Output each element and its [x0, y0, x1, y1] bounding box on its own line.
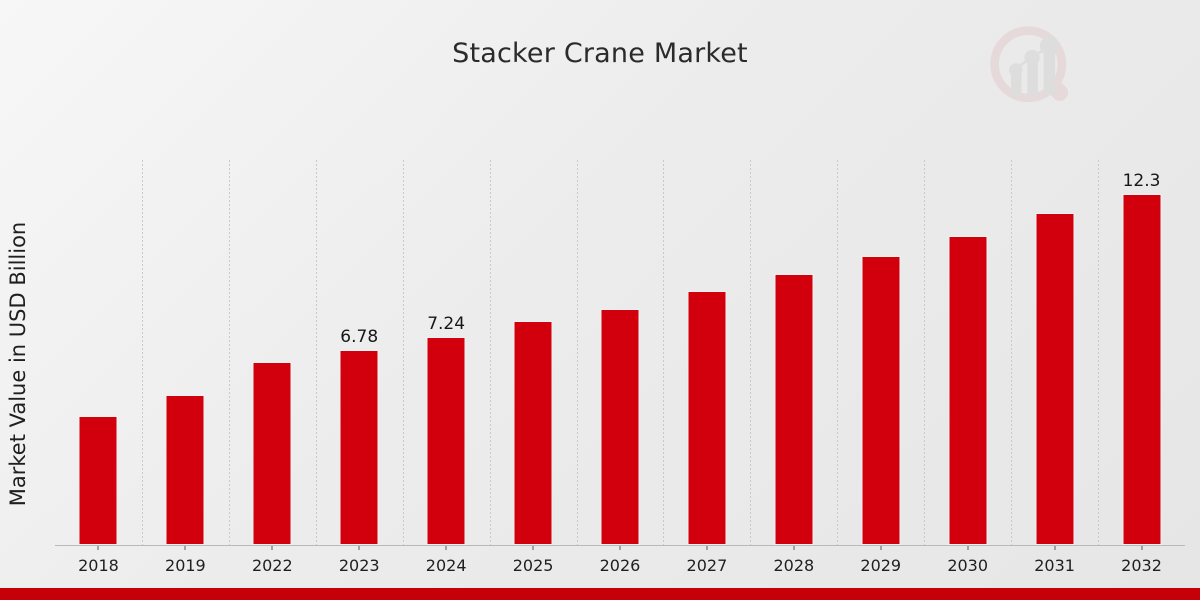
gridline [1011, 160, 1012, 545]
bar-group[interactable]: 7.24 2024 [403, 160, 490, 575]
gridline [924, 160, 925, 545]
chart-title: Stacker Crane Market [452, 38, 748, 69]
bar-group[interactable]: 12.3 2032 [1098, 160, 1185, 575]
x-axis-tick-label: 2029 [860, 556, 902, 575]
x-axis-tick-label: 2018 [78, 556, 119, 575]
bar-value-label: 6.78 [340, 327, 379, 347]
bar[interactable] [165, 395, 205, 545]
bar[interactable] [1035, 213, 1075, 545]
bar[interactable] [252, 362, 292, 545]
bar[interactable] [426, 337, 466, 545]
bar-group[interactable]: 2028 [750, 160, 837, 575]
x-axis-line [55, 545, 1185, 546]
gridline [577, 160, 578, 545]
bar[interactable] [78, 416, 118, 545]
bar[interactable] [687, 291, 727, 545]
bar-group[interactable]: 2025 [490, 160, 577, 575]
gridline [403, 160, 404, 545]
x-axis-tick-label: 2026 [599, 556, 641, 575]
bar[interactable] [339, 350, 379, 545]
bar-group[interactable]: 2027 [663, 160, 750, 575]
bar-group[interactable]: 2030 [924, 160, 1011, 575]
bar[interactable] [861, 256, 901, 545]
bar[interactable] [948, 236, 988, 545]
x-axis-tick [97, 545, 99, 550]
bar[interactable] [600, 309, 640, 545]
x-axis-tick [532, 545, 534, 550]
x-axis-tick-label: 2023 [338, 556, 380, 575]
bar-group[interactable]: 2018 [55, 160, 142, 575]
x-axis-tick-label: 2025 [512, 556, 554, 575]
x-axis-tick-label: 2022 [251, 556, 293, 575]
gridline [229, 160, 230, 545]
gridline [490, 160, 491, 545]
plot-area [55, 160, 1185, 545]
x-axis-tick [619, 545, 621, 550]
x-axis-tick [967, 545, 969, 550]
x-axis-tick [1141, 545, 1143, 550]
bars-layer: 2018 2019 2022 6.78 2023 7.24 2024 2025 2026 2027… [55, 160, 1185, 575]
bar-group[interactable]: 2029 [837, 160, 924, 575]
x-axis-tick [184, 545, 186, 550]
x-axis-tick-label: 2028 [773, 556, 815, 575]
footer-band [0, 588, 1200, 600]
x-axis-tick [706, 545, 708, 550]
x-axis-tick [1054, 545, 1056, 550]
bar-group[interactable]: 2031 [1011, 160, 1098, 575]
magnifier-bar-chart-logo-icon [986, 22, 1082, 118]
x-axis-tick-label: 2024 [425, 556, 467, 575]
x-axis-tick-label: 2032 [1121, 556, 1162, 575]
bar-group[interactable]: 6.78 2023 [316, 160, 403, 575]
gridline [142, 160, 143, 545]
gridline [663, 160, 664, 545]
x-axis-tick-label: 2019 [165, 556, 206, 575]
x-axis-tick-label: 2027 [686, 556, 728, 575]
bar[interactable] [774, 274, 814, 545]
x-axis-tick-label: 2031 [1034, 556, 1075, 575]
bar[interactable] [1122, 194, 1162, 545]
x-axis-tick [445, 545, 447, 550]
bar-group[interactable]: 2026 [577, 160, 664, 575]
bar[interactable] [513, 321, 553, 545]
gridline [1098, 160, 1099, 545]
x-axis-tick [271, 545, 273, 550]
bar-value-label: 12.3 [1122, 171, 1161, 191]
gridline [750, 160, 751, 545]
bar-group[interactable]: 2019 [142, 160, 229, 575]
gridline [837, 160, 838, 545]
x-axis-tick [880, 545, 882, 550]
y-axis-title: Market Value in USD Billion [6, 221, 30, 507]
gridline [316, 160, 317, 545]
bar-group[interactable]: 2022 [229, 160, 316, 575]
x-axis-tick [793, 545, 795, 550]
x-axis-tick-label: 2030 [947, 556, 989, 575]
x-axis-tick [358, 545, 360, 550]
bar-value-label: 7.24 [427, 314, 466, 334]
